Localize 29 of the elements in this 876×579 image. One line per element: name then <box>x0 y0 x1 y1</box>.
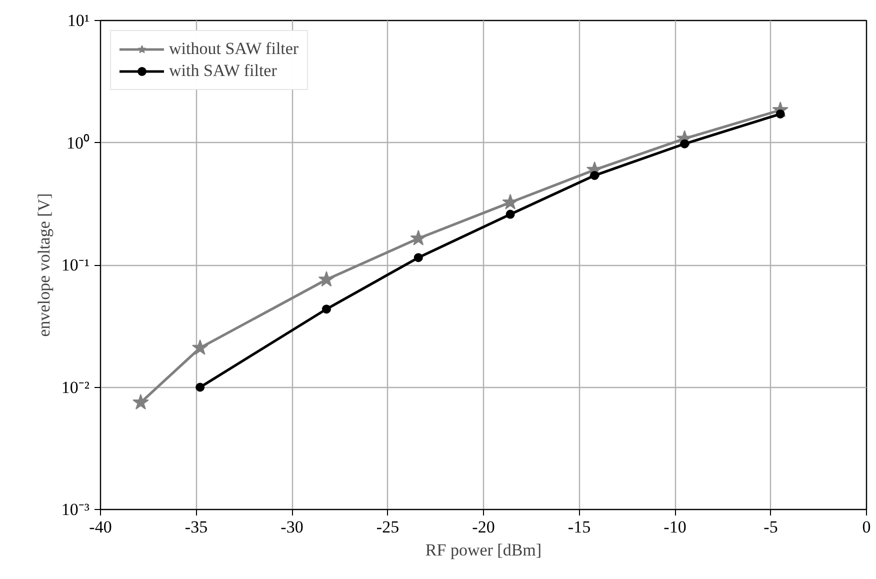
y-tick-label: 10⁻¹ <box>61 256 90 274</box>
point <box>680 139 690 148</box>
point <box>196 382 205 392</box>
y-tick-label: 10¹ <box>67 11 90 30</box>
point <box>410 230 426 246</box>
x-tick-label: -40 <box>89 518 112 536</box>
y-tick-label: 10⁻² <box>61 378 90 397</box>
x-tick-label: -20 <box>472 518 495 536</box>
point <box>502 194 518 210</box>
x-tick-label: 0 <box>862 518 871 536</box>
point <box>318 271 335 287</box>
x-tick-label: -35 <box>184 518 208 536</box>
y-axis-title: envelope voltage [V] <box>34 193 54 337</box>
x-tick-label: -15 <box>568 518 591 536</box>
x-tick-label: -30 <box>280 518 304 536</box>
point <box>414 253 423 262</box>
y-tick-label: 10⁰ <box>66 133 90 152</box>
x-axis-title: RF power [dBm] <box>425 540 542 560</box>
y-tick-label: 10⁻³ <box>61 500 90 519</box>
point <box>590 170 600 180</box>
x-tick-label: -25 <box>376 518 400 536</box>
legend-label: without SAW filter <box>169 39 299 59</box>
point <box>192 339 208 355</box>
point <box>506 210 515 219</box>
legend-label: with SAW filter <box>169 61 277 81</box>
x-tick-label: -10 <box>664 518 686 536</box>
point <box>322 304 331 314</box>
point <box>132 394 149 410</box>
x-tick-label: -5 <box>764 518 778 536</box>
